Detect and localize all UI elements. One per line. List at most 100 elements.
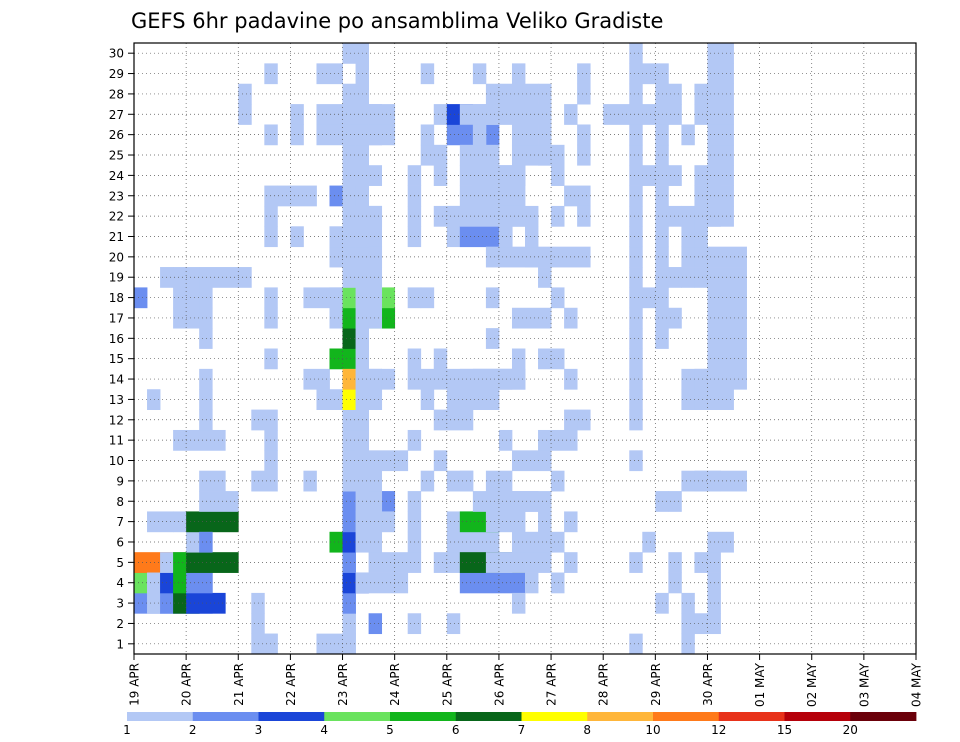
colorbar-segment xyxy=(521,712,588,721)
heatmap-cell xyxy=(577,83,591,105)
heatmap-cell xyxy=(629,246,643,268)
heatmap-cell xyxy=(342,592,356,614)
heatmap-cell xyxy=(629,43,643,64)
heatmap-cell xyxy=(186,429,226,451)
heatmap-cell xyxy=(199,267,252,288)
y-tick-label: 20 xyxy=(109,250,124,264)
heatmap-cell xyxy=(681,246,695,268)
heatmap-cell xyxy=(707,348,747,370)
heatmap-cell xyxy=(342,531,356,553)
colorbar-label: 10 xyxy=(645,723,660,737)
heatmap-cell xyxy=(629,144,643,166)
heatmap-cell xyxy=(668,572,682,594)
x-tick-label: 02 MAY xyxy=(805,662,819,707)
y-tick-label: 15 xyxy=(109,352,124,366)
heatmap-cell xyxy=(342,185,356,207)
heatmap-cell xyxy=(629,83,643,105)
y-tick-label: 10 xyxy=(109,454,124,468)
heatmap-cell xyxy=(525,83,539,105)
y-tick-label: 3 xyxy=(116,597,124,611)
heatmap-cell xyxy=(681,613,695,635)
x-tick-label: 29 APR xyxy=(649,663,663,706)
colorbar-segment xyxy=(784,712,851,721)
colorbar-segment xyxy=(127,712,194,721)
heatmap-cell xyxy=(538,511,552,533)
heatmap-cell xyxy=(707,287,747,309)
heatmap-cell xyxy=(433,368,448,390)
heatmap-cell xyxy=(147,592,161,614)
y-tick-label: 27 xyxy=(109,108,124,122)
plot-frame xyxy=(133,42,917,655)
y-tick-label: 19 xyxy=(109,271,124,285)
heatmap-cell xyxy=(186,511,239,533)
heatmap-cell xyxy=(629,104,643,125)
colorbar-label: 3 xyxy=(255,723,263,737)
x-tick-label: 21 APR xyxy=(232,663,246,706)
heatmap-cell xyxy=(707,144,734,166)
heatmap-cell xyxy=(485,511,526,533)
heatmap-cell xyxy=(316,124,343,146)
heatmap-cell xyxy=(368,205,383,227)
heatmap-cell xyxy=(368,572,409,594)
heatmap-cell xyxy=(707,205,734,227)
heatmap-cell xyxy=(368,491,383,512)
heatmap-cell xyxy=(251,409,278,431)
heatmap-cell xyxy=(329,307,343,329)
heatmap-cell xyxy=(485,368,526,390)
heatmap-cell xyxy=(707,470,747,492)
heatmap-cell xyxy=(264,633,278,655)
heatmap-cell xyxy=(264,205,278,227)
heatmap-cell xyxy=(525,226,539,248)
heatmap-cell xyxy=(538,267,552,288)
heatmap-cell xyxy=(446,613,461,635)
colorbar-label: 6 xyxy=(452,723,460,737)
x-tick-label: 26 APR xyxy=(492,663,506,706)
heatmap-cell xyxy=(173,511,187,533)
heatmap-cell xyxy=(694,613,708,635)
heatmap-cell xyxy=(368,165,383,186)
heatmap-cell xyxy=(381,511,396,533)
heatmap-cell xyxy=(355,226,383,248)
heatmap-cell xyxy=(577,63,591,85)
heatmap-cell xyxy=(264,307,278,329)
y-tick-label: 6 xyxy=(116,535,124,549)
heatmap-cell xyxy=(264,185,278,207)
colorbar-segment xyxy=(324,712,391,721)
heatmap-cell xyxy=(707,185,734,207)
colorbar-segment xyxy=(850,712,917,721)
y-tick-label: 14 xyxy=(109,373,124,387)
heatmap-cell xyxy=(525,572,539,594)
y-tick-label: 24 xyxy=(109,169,124,183)
colorbar-label: 5 xyxy=(386,723,394,737)
heatmap-cell xyxy=(472,124,487,146)
heatmap-cell xyxy=(368,531,383,553)
heatmap-cell xyxy=(629,633,643,655)
heatmap-cell xyxy=(551,165,565,186)
y-tick-label: 7 xyxy=(116,515,124,529)
heatmap-cell xyxy=(538,83,552,105)
y-tick-label: 26 xyxy=(109,128,124,142)
heatmap-cell xyxy=(538,429,578,451)
heatmap-cell xyxy=(342,267,356,288)
heatmap-cell xyxy=(459,144,500,166)
y-tick-label: 21 xyxy=(109,230,124,244)
y-tick-label: 18 xyxy=(109,291,124,305)
heatmap-cell xyxy=(420,389,435,410)
x-tick-label: 19 APR xyxy=(128,663,142,706)
colorbar-segment xyxy=(258,712,325,721)
heatmap-cell xyxy=(681,205,695,227)
heatmap-cell xyxy=(472,389,487,410)
heatmap-cell xyxy=(342,226,356,248)
y-tick-label: 13 xyxy=(109,393,124,407)
heatmap-cell xyxy=(577,144,591,166)
heatmap-cell xyxy=(629,267,643,288)
heatmap-cell xyxy=(316,63,343,85)
y-tick-label: 25 xyxy=(109,149,124,163)
heatmap-cell xyxy=(629,185,643,207)
x-tick-label: 03 MAY xyxy=(857,662,871,707)
heatmap-cell xyxy=(342,613,356,635)
colorbar-label: 1 xyxy=(123,723,131,737)
heatmap-cell xyxy=(147,511,174,533)
x-tick-label: 23 APR xyxy=(336,663,350,706)
